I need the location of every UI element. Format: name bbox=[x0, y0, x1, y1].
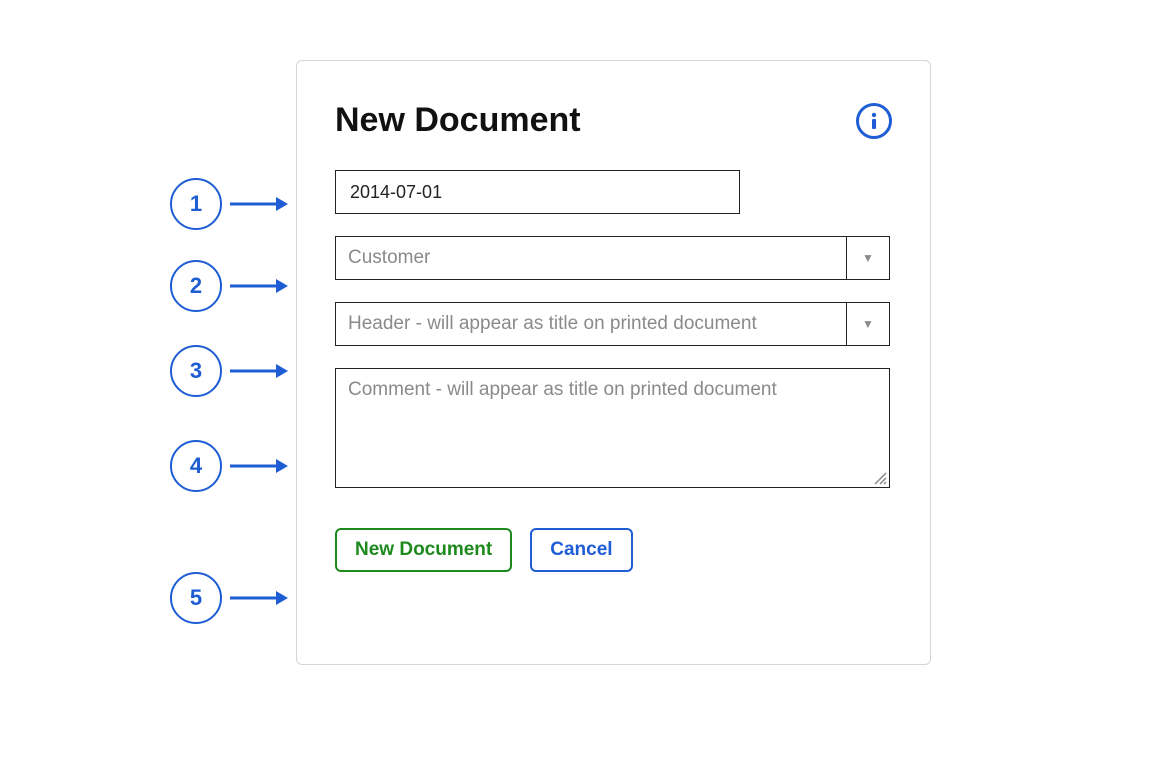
callout-3: 3 bbox=[170, 345, 288, 397]
arrow-icon bbox=[228, 588, 288, 608]
arrow-icon bbox=[228, 361, 288, 381]
callout-number: 5 bbox=[190, 585, 202, 611]
header-select-body[interactable]: Header - will appear as title on printed… bbox=[335, 302, 846, 346]
callout-number: 2 bbox=[190, 273, 202, 299]
arrow-icon bbox=[228, 276, 288, 296]
button-row: New Document Cancel bbox=[335, 528, 892, 572]
callout-number: 4 bbox=[190, 453, 202, 479]
callout-1: 1 bbox=[170, 178, 288, 230]
comment-textarea[interactable] bbox=[335, 368, 890, 488]
callout-badge: 3 bbox=[170, 345, 222, 397]
new-document-button[interactable]: New Document bbox=[335, 528, 512, 572]
callout-badge: 5 bbox=[170, 572, 222, 624]
header-placeholder: Header - will appear as title on printed… bbox=[348, 313, 757, 335]
callout-number: 3 bbox=[190, 358, 202, 384]
callout-number: 1 bbox=[190, 191, 202, 217]
panel-header: New Document bbox=[335, 101, 892, 140]
callout-badge: 2 bbox=[170, 260, 222, 312]
comment-field-wrap bbox=[335, 368, 890, 488]
header-select[interactable]: Header - will appear as title on printed… bbox=[335, 302, 890, 346]
callout-badge: 4 bbox=[170, 440, 222, 492]
arrow-icon bbox=[228, 456, 288, 476]
new-document-button-label: New Document bbox=[355, 539, 492, 561]
new-document-panel: New Document Customer ▼ Header - will ap… bbox=[296, 60, 931, 665]
callout-5: 5 bbox=[170, 572, 288, 624]
callout-4: 4 bbox=[170, 440, 288, 492]
chevron-down-icon[interactable]: ▼ bbox=[846, 302, 890, 346]
customer-select-body[interactable]: Customer bbox=[335, 236, 846, 280]
chevron-down-icon[interactable]: ▼ bbox=[846, 236, 890, 280]
arrow-icon bbox=[228, 194, 288, 214]
cancel-button-label: Cancel bbox=[550, 539, 612, 561]
customer-placeholder: Customer bbox=[348, 247, 430, 269]
info-icon[interactable] bbox=[856, 103, 892, 139]
date-field[interactable] bbox=[335, 170, 740, 214]
panel-title: New Document bbox=[335, 101, 581, 140]
callout-2: 2 bbox=[170, 260, 288, 312]
date-input[interactable] bbox=[348, 181, 727, 204]
customer-select[interactable]: Customer ▼ bbox=[335, 236, 890, 280]
callout-badge: 1 bbox=[170, 178, 222, 230]
cancel-button[interactable]: Cancel bbox=[530, 528, 632, 572]
